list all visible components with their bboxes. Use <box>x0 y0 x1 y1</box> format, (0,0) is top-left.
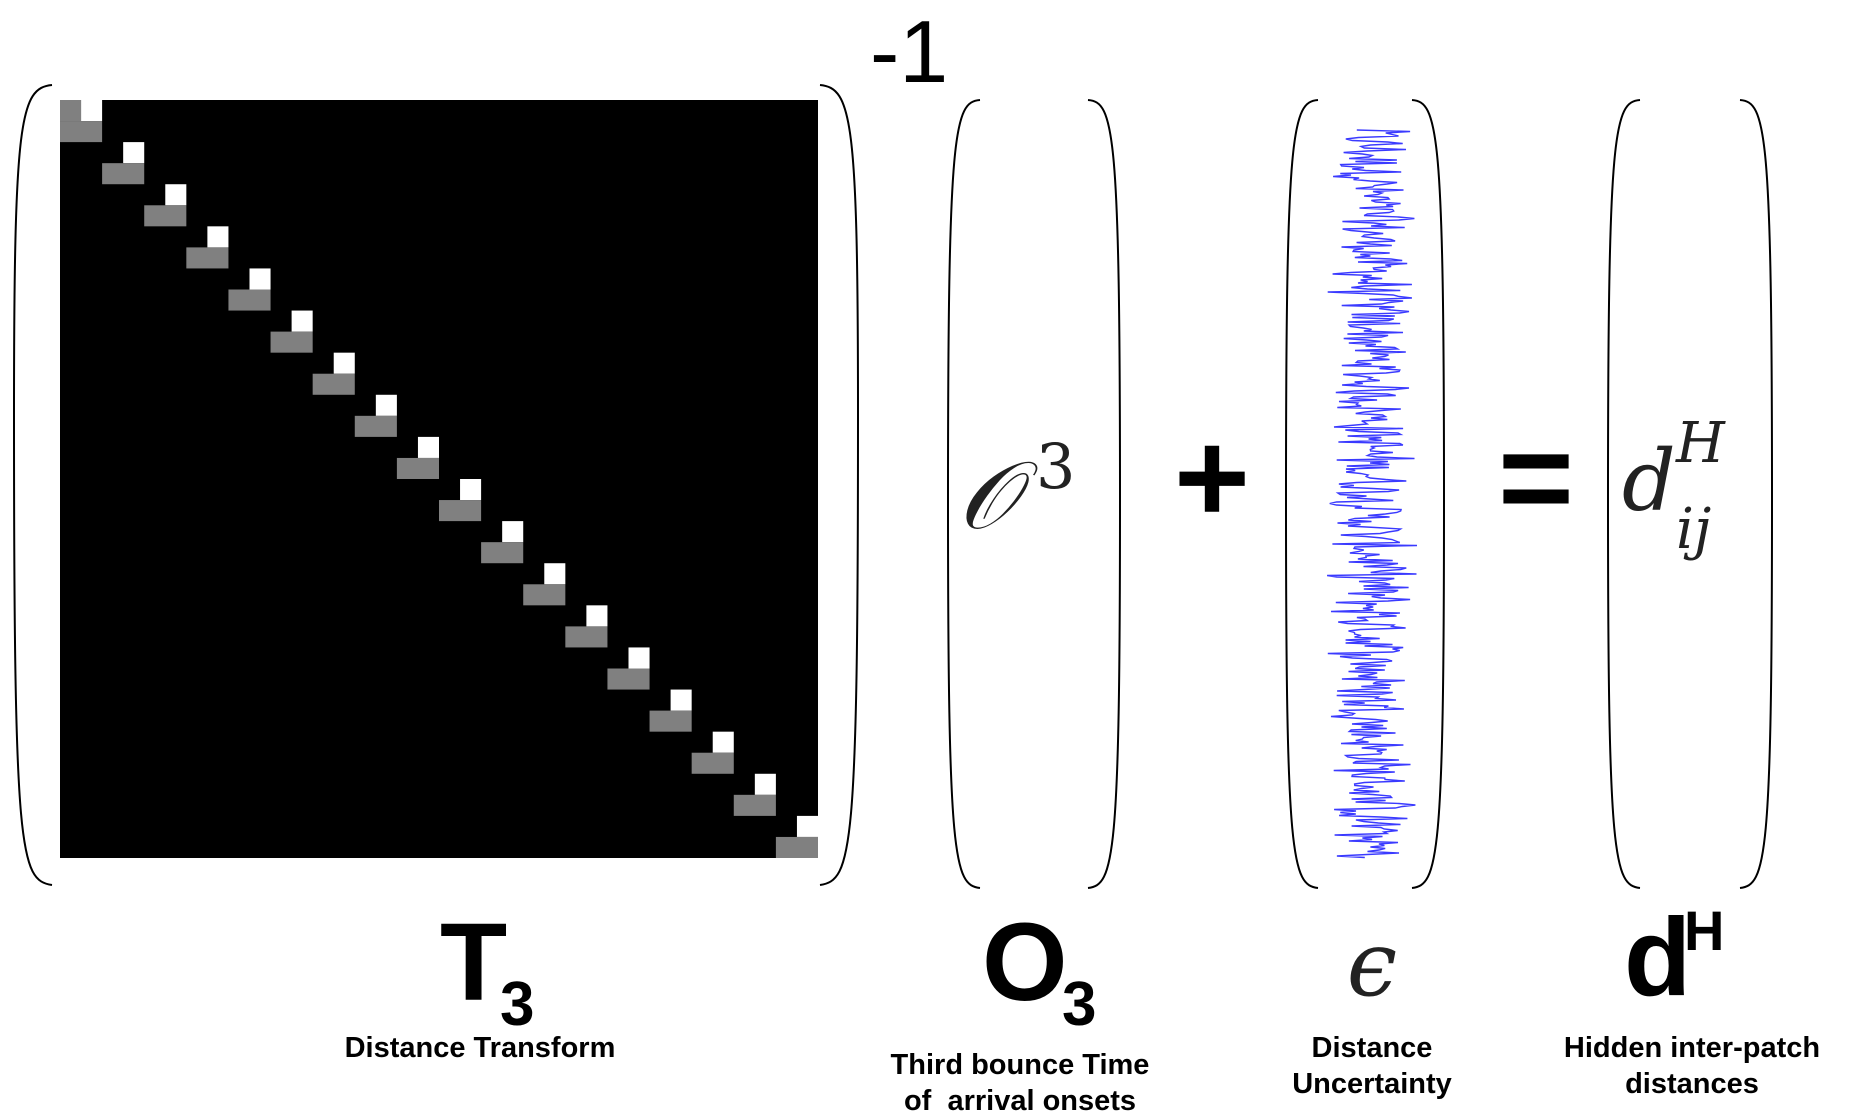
diag-white-cell <box>628 647 650 669</box>
epsilon-caption-line1: Distance <box>1312 1032 1433 1064</box>
diag-gray-cell <box>228 289 271 311</box>
diag-gray-cell <box>691 752 734 774</box>
diag-gray-cell <box>523 584 566 606</box>
diag-white-cell <box>544 563 566 585</box>
matrix-diagonal <box>60 100 818 858</box>
diag-white-cell <box>670 689 692 711</box>
dij-superscript: H <box>1675 411 1726 476</box>
dij-base: d <box>1622 432 1676 530</box>
dh-superscript: H <box>1684 899 1724 962</box>
diag-gray-cell <box>60 121 103 143</box>
diag-white-cell <box>460 479 482 501</box>
o-vector-left-bracket <box>946 99 981 889</box>
t3-subscript: 3 <box>500 970 534 1039</box>
o3-caption-line2: of arrival onsets <box>904 1085 1136 1111</box>
diag-white-cell <box>333 352 355 374</box>
diag-white-cell <box>291 310 313 332</box>
o3-power: 3 <box>1036 430 1075 503</box>
diag-white-cell <box>502 521 524 543</box>
diag-gray-cell <box>607 668 650 690</box>
diag-gray-cell <box>144 205 187 227</box>
diag-gray-cell <box>775 836 818 858</box>
o-vector-right-bracket <box>1087 99 1122 889</box>
diag-gray-cell <box>354 415 397 437</box>
eps-vector-right-bracket <box>1411 99 1446 889</box>
diag-gray-cell <box>733 794 776 816</box>
diag-gray-cell <box>649 710 692 732</box>
eps-vector-left-bracket <box>1284 99 1319 889</box>
t3-label: T <box>440 901 507 1024</box>
diag-white-cell <box>417 436 439 458</box>
diag-white-cell <box>796 815 818 837</box>
diag-gray-cell <box>396 457 439 479</box>
diag-gray-cell <box>270 331 313 353</box>
o3-symbol: 𝒪 <box>958 442 1039 551</box>
o3-subscript: 3 <box>1062 970 1096 1039</box>
diag-gray-cell <box>60 100 82 122</box>
dh-label: d <box>1624 896 1691 1019</box>
noise-signal <box>1326 129 1418 859</box>
diag-white-cell <box>249 268 271 290</box>
diag-white-cell <box>375 394 397 416</box>
diag-white-cell <box>81 100 103 122</box>
diag-gray-cell <box>186 247 229 269</box>
o3-caption-line1: Third bounce Time <box>891 1049 1150 1081</box>
o3-label: O <box>982 901 1068 1024</box>
dij-subscript: ij <box>1676 497 1711 562</box>
equals-operator: = <box>1498 404 1574 550</box>
diag-white-cell <box>586 605 608 627</box>
diag-gray-cell <box>102 163 145 185</box>
t-matrix-right-bracket <box>819 84 860 886</box>
diag-gray-cell <box>439 500 482 522</box>
d-vector-right-bracket <box>1739 99 1774 889</box>
diag-white-cell <box>123 142 145 164</box>
diag-white-cell <box>207 226 229 248</box>
t3-caption: Distance Transform <box>345 1032 616 1064</box>
diag-gray-cell <box>312 373 355 395</box>
dh-caption-line1: Hidden inter-patch <box>1564 1032 1820 1064</box>
epsilon-label: ϵ <box>1347 912 1397 1017</box>
plus-operator: + <box>1174 404 1250 550</box>
inverse-exponent: -1 <box>870 2 948 101</box>
diag-white-cell <box>754 773 776 795</box>
t-matrix-left-bracket <box>12 84 53 886</box>
diag-white-cell <box>165 184 187 206</box>
diag-white-cell <box>712 731 734 753</box>
d-vector-left-bracket <box>1606 99 1641 889</box>
epsilon-caption-line2: Uncertainty <box>1292 1068 1452 1100</box>
dh-caption-line2: distances <box>1625 1068 1759 1100</box>
diag-gray-cell <box>565 626 608 648</box>
diag-gray-cell <box>481 542 524 564</box>
